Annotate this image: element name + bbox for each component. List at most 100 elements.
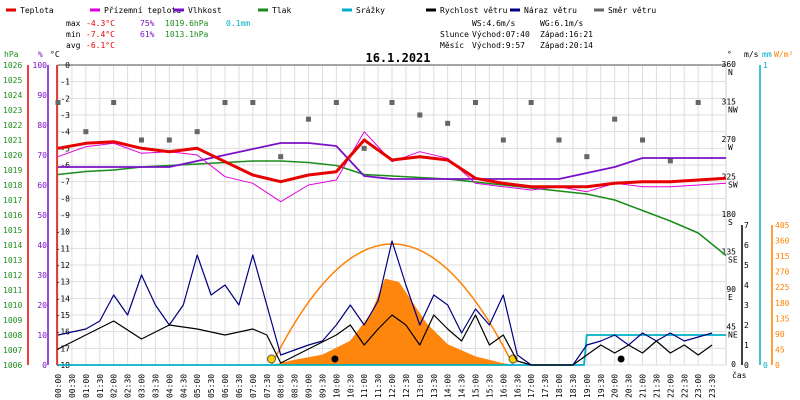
x-tick-label: 13:30 bbox=[430, 374, 439, 398]
legend-item: Rychlost větru bbox=[440, 6, 508, 15]
x-tick-label: 09:30 bbox=[318, 374, 327, 398]
legend-item: Náraz větru bbox=[524, 6, 577, 15]
x-tick-label: 10:00 bbox=[332, 374, 341, 398]
deg-direction: SE bbox=[728, 256, 738, 265]
wind-direction-point bbox=[55, 100, 61, 105]
x-tick-label: 08:00 bbox=[277, 374, 286, 398]
degc-tick: -15 bbox=[56, 311, 71, 320]
x-tick-label: 00:30 bbox=[68, 374, 77, 398]
x-tick-label: 22:00 bbox=[666, 374, 675, 398]
x-tick-label: 14:00 bbox=[444, 374, 453, 398]
wind-direction-point bbox=[389, 100, 395, 105]
stat-avg-temp: -6.1°C bbox=[86, 41, 115, 50]
ms-tick: 4 bbox=[744, 281, 749, 290]
pct-tick: 30 bbox=[37, 271, 47, 280]
hpa-tick: 1009 bbox=[3, 316, 22, 325]
hpa-tick: 1016 bbox=[3, 211, 22, 220]
daylight-arc bbox=[270, 243, 514, 366]
sunset: Západ:16:21 bbox=[540, 30, 593, 39]
hpa-tick: 1023 bbox=[3, 106, 22, 115]
pct-axis-label: % bbox=[38, 50, 43, 59]
x-tick-label: 03:30 bbox=[151, 374, 160, 398]
pct-tick: 100 bbox=[33, 61, 48, 70]
wind-direction-point bbox=[166, 137, 172, 143]
degc-tick: -13 bbox=[56, 278, 71, 287]
x-tick-label: 06:00 bbox=[221, 374, 230, 398]
hpa-tick: 1011 bbox=[3, 286, 22, 295]
mm-tick: 1 bbox=[763, 61, 768, 70]
degc-tick: 0 bbox=[65, 61, 70, 70]
x-tick-label: 07:30 bbox=[263, 374, 272, 398]
x-axis-unit: čas bbox=[732, 370, 747, 380]
x-tick-label: 19:00 bbox=[583, 374, 592, 398]
wind-gust-stat: WG:6.1m/s bbox=[540, 19, 584, 28]
legend-item: Vlhkost bbox=[188, 6, 222, 15]
wind-direction-point bbox=[83, 129, 89, 135]
x-tick-label: 23:30 bbox=[708, 374, 717, 398]
x-tick-label: 20:00 bbox=[611, 374, 620, 398]
degc-tick: -6 bbox=[60, 161, 70, 170]
sun-label: Slunce bbox=[440, 30, 469, 39]
x-tick-label: 12:30 bbox=[402, 374, 411, 398]
solar-area bbox=[271, 278, 514, 365]
ms-tick: 1 bbox=[744, 341, 749, 350]
wind-direction-point bbox=[222, 100, 228, 105]
degc-tick: -8 bbox=[60, 194, 70, 203]
hpa-tick: 1012 bbox=[3, 271, 22, 280]
x-tick-label: 10:30 bbox=[346, 374, 355, 398]
wm2-tick: 90 bbox=[775, 330, 785, 339]
wind-direction-point bbox=[612, 116, 618, 122]
hpa-tick: 1024 bbox=[3, 91, 22, 100]
deg-tick: 180 bbox=[722, 210, 737, 219]
degc-tick: -4 bbox=[60, 128, 70, 137]
moonrise: Východ:9:57 bbox=[472, 41, 525, 50]
wm2-tick: 225 bbox=[775, 283, 790, 292]
moonset: Západ:20:14 bbox=[540, 41, 593, 50]
stat-min-temp: -7.4°C bbox=[86, 30, 115, 39]
hpa-axis-label: hPa bbox=[4, 50, 19, 59]
hpa-tick: 1007 bbox=[3, 346, 22, 355]
hpa-tick: 1008 bbox=[3, 331, 22, 340]
degc-tick: -3 bbox=[60, 111, 70, 120]
pct-tick: 10 bbox=[37, 331, 47, 340]
x-tick-label: 20:30 bbox=[625, 374, 634, 398]
x-tick-label: 18:00 bbox=[555, 374, 564, 398]
hpa-tick: 1014 bbox=[3, 241, 22, 250]
x-tick-label: 15:30 bbox=[485, 374, 494, 398]
hpa-tick: 1015 bbox=[3, 226, 22, 235]
deg-tick: 270 bbox=[722, 135, 737, 144]
x-tick-label: 13:00 bbox=[416, 374, 425, 398]
wm2-tick: 405 bbox=[775, 221, 790, 230]
wind-direction-point bbox=[111, 100, 117, 105]
x-tick-label: 01:30 bbox=[96, 374, 105, 398]
wind-speed-stat: WS:4.6m/s bbox=[472, 19, 516, 28]
degc-tick: -2 bbox=[60, 94, 70, 103]
deg-axis-label: ° bbox=[727, 50, 732, 59]
wm2-tick: 45 bbox=[775, 345, 785, 354]
deg-tick: 315 bbox=[722, 98, 737, 107]
ms-tick: 5 bbox=[744, 261, 749, 270]
moon-label: Měsíc bbox=[440, 41, 464, 50]
deg-direction: N bbox=[728, 68, 733, 77]
pct-tick: 50 bbox=[37, 211, 47, 220]
stat-min-label: min bbox=[66, 30, 81, 39]
wm2-tick: 315 bbox=[775, 252, 790, 261]
wm2-tick: 135 bbox=[775, 314, 790, 323]
wm2-tick: 180 bbox=[775, 299, 790, 308]
pct-tick: 20 bbox=[37, 301, 47, 310]
degc-tick: -9 bbox=[60, 211, 70, 220]
x-tick-label: 16:00 bbox=[499, 374, 508, 398]
degc-tick: -17 bbox=[56, 344, 71, 353]
x-tick-label: 05:00 bbox=[193, 374, 202, 398]
wind-direction-point bbox=[667, 158, 673, 164]
x-tick-label: 21:30 bbox=[652, 374, 661, 398]
pressure-line bbox=[57, 160, 727, 257]
x-tick-label: 11:30 bbox=[374, 374, 383, 398]
x-tick-label: 02:30 bbox=[124, 374, 133, 398]
sunrise: Východ:07:40 bbox=[472, 30, 530, 39]
deg-tick: 90 bbox=[726, 285, 736, 294]
x-tick-label: 16:30 bbox=[513, 374, 522, 398]
hpa-tick: 1022 bbox=[3, 121, 22, 130]
x-tick-label: 08:30 bbox=[291, 374, 300, 398]
wind-gust-line bbox=[57, 240, 713, 366]
